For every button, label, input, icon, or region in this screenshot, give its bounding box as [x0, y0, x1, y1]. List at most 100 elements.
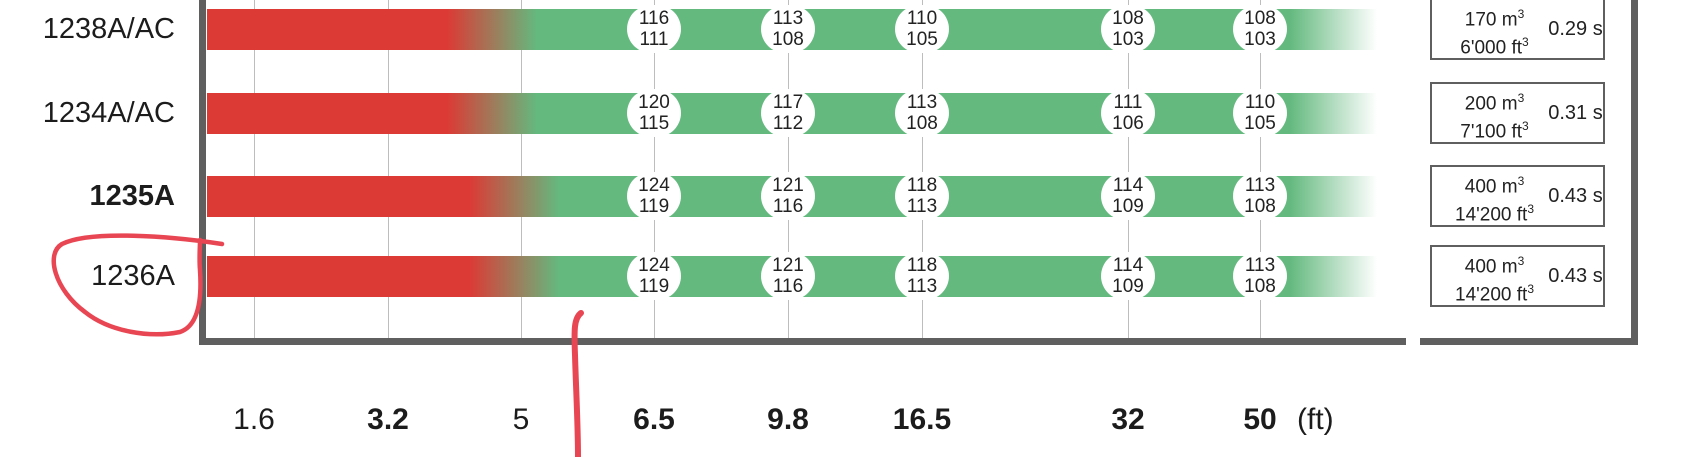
pill-tick: [654, 158, 655, 172]
db-value-pill: 121 116: [761, 252, 815, 300]
db-value-pill: 113 108: [1233, 172, 1287, 220]
time-value: 0.29 s: [1548, 18, 1603, 40]
db-value-pill: 118 113: [895, 252, 949, 300]
time-value: 0.43 s: [1548, 185, 1603, 207]
db-value-pill: 110 105: [1233, 89, 1287, 137]
db-value-pill: 113 108: [1233, 252, 1287, 300]
db-value-pill: 120 115: [627, 89, 681, 137]
db-value-bottom: 119: [638, 276, 670, 297]
pill-tick: [1128, 0, 1129, 5]
db-value-bottom: 119: [638, 196, 670, 217]
volume-box: 400 m3 14'200 ft3 0.43 s: [1430, 245, 1605, 307]
pill-tick: [922, 300, 923, 314]
pill-tick: [1260, 0, 1261, 5]
pill-tick: [788, 158, 789, 172]
db-value-bottom: 113: [906, 196, 938, 217]
db-value-top: 118: [906, 175, 938, 196]
db-value-top: 120: [638, 92, 670, 113]
pill-tick: [922, 53, 923, 67]
row-label: 1235A: [89, 180, 175, 212]
pill-tick: [654, 220, 655, 234]
x-tick-label: 3.2: [367, 403, 409, 436]
time-value: 0.43 s: [1548, 265, 1603, 287]
pill-tick: [1260, 300, 1261, 314]
db-value-top: 108: [1244, 8, 1276, 29]
pill-tick: [788, 0, 789, 5]
pill-tick: [1128, 137, 1129, 151]
volume-ft3: 14'200 ft3: [1455, 202, 1534, 226]
volume-m3: 400 m3: [1464, 254, 1525, 278]
db-value-pill: 118 113: [895, 172, 949, 220]
db-value-top: 121: [772, 255, 804, 276]
db-value-pill: 113 108: [761, 5, 815, 53]
db-value-bottom: 112: [772, 113, 804, 134]
db-value-top: 124: [638, 255, 670, 276]
db-value-top: 113: [772, 8, 804, 29]
volume-m3: 400 m3: [1464, 174, 1525, 198]
db-value-top: 118: [906, 255, 938, 276]
volume-m3: 200 m3: [1464, 91, 1525, 115]
row-label: 1238A/AC: [42, 13, 175, 45]
pill-tick: [788, 300, 789, 314]
db-value-bottom: 115: [638, 113, 670, 134]
chart-frame-bottom: [199, 338, 1406, 345]
time-value: 0.31 s: [1548, 102, 1603, 124]
db-value-bottom: 113: [906, 276, 938, 297]
db-value-top: 116: [638, 8, 670, 29]
db-value-bottom: 106: [1112, 113, 1144, 134]
pill-tick: [788, 137, 789, 151]
db-value-pill: 124 119: [627, 172, 681, 220]
volume-ft3-text: 7'100 ft: [1460, 121, 1523, 143]
db-value-bottom: 108: [1244, 276, 1276, 297]
pill-tick: [788, 75, 789, 89]
pill-tick: [1260, 220, 1261, 234]
db-value-pill: 110 105: [895, 5, 949, 53]
db-value-top: 113: [1244, 175, 1276, 196]
db-value-top: 114: [1112, 255, 1144, 276]
pill-tick: [788, 53, 789, 67]
db-value-top: 113: [1244, 255, 1276, 276]
volume-ft3: 14'200 ft3: [1455, 282, 1534, 306]
pill-tick: [1128, 220, 1129, 234]
pill-tick: [654, 300, 655, 314]
db-value-bottom: 109: [1112, 196, 1144, 217]
pill-tick: [1128, 238, 1129, 252]
db-value-bottom: 103: [1244, 29, 1276, 50]
db-value-bottom: 116: [772, 276, 804, 297]
volume-m3-text: 400 m: [1464, 256, 1518, 278]
pill-tick: [1260, 158, 1261, 172]
x-tick-label: 9.8: [767, 403, 809, 436]
row-label: 1236A: [91, 260, 175, 292]
db-value-top: 108: [1112, 8, 1144, 29]
chart-frame-left: [199, 0, 206, 345]
pill-tick: [922, 220, 923, 234]
db-value-bottom: 103: [1112, 29, 1144, 50]
volume-ft3-text: 6'000 ft: [1460, 37, 1523, 59]
db-value-pill: 114 109: [1101, 252, 1155, 300]
pill-tick: [922, 75, 923, 89]
db-value-bottom: 108: [1244, 196, 1276, 217]
db-value-top: 110: [1244, 92, 1276, 113]
db-value-top: 114: [1112, 175, 1144, 196]
pill-tick: [1260, 75, 1261, 89]
pill-tick: [1128, 75, 1129, 89]
volume-m3-text: 170 m: [1464, 9, 1518, 31]
db-value-pill: 111 106: [1101, 89, 1155, 137]
db-value-bottom: 108: [906, 113, 938, 134]
pill-tick: [654, 53, 655, 67]
pill-tick: [1128, 53, 1129, 67]
db-value-bottom: 111: [639, 29, 669, 50]
pill-tick: [922, 0, 923, 5]
grid-line-3.2: [388, 0, 389, 338]
db-value-pill: 108 103: [1101, 5, 1155, 53]
volume-box: 400 m3 14'200 ft3 0.43 s: [1430, 165, 1605, 227]
grid-line-5: [521, 0, 522, 338]
db-value-top: 117: [772, 92, 804, 113]
db-value-pill: 114 109: [1101, 172, 1155, 220]
pill-tick: [922, 238, 923, 252]
x-tick-label: 6.5: [633, 403, 675, 436]
volume-ft3-text: 14'200 ft: [1455, 204, 1528, 226]
pill-tick: [654, 75, 655, 89]
db-value-pill: 116 111: [627, 5, 681, 53]
